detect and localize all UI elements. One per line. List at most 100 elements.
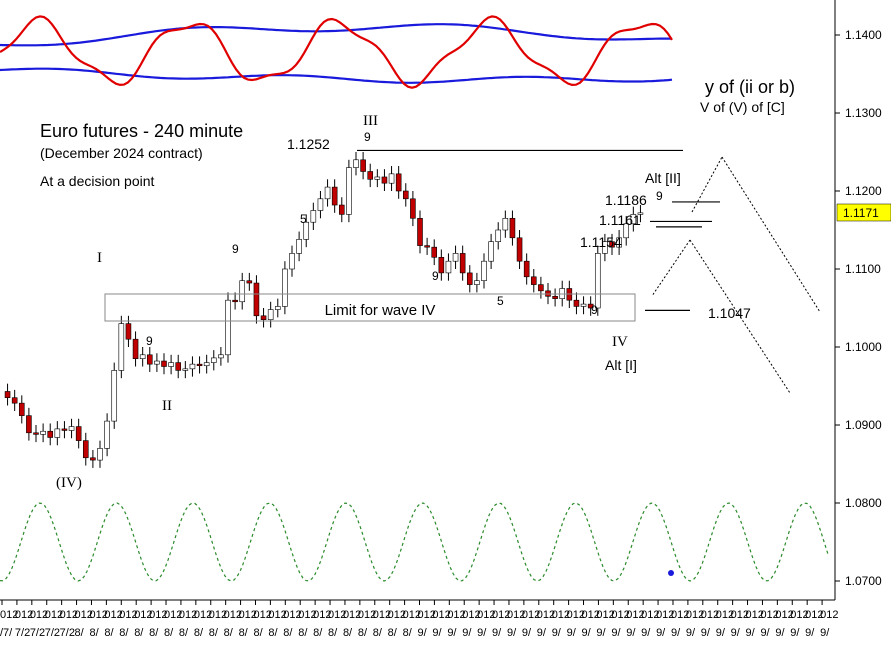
time-tick-label: 8/ [179, 627, 189, 639]
time-tick-label: 9/ [522, 627, 532, 639]
count-label: 5 [497, 294, 504, 308]
candle-body [353, 159, 359, 168]
candle-body [438, 256, 445, 274]
time-axis: 012/7/0127/20127/20127/20127/20128/0128/… [0, 600, 838, 639]
time-tick-label: 012 [775, 609, 793, 621]
time-tick-label: /7/ [0, 627, 13, 639]
candle-body [168, 362, 174, 367]
time-tick-label: 9/ [731, 627, 741, 639]
time-tick-label: 012 [462, 609, 480, 621]
candle-body [623, 223, 630, 239]
cycle-marker-dot [668, 570, 674, 576]
wave-label-paren-iv: (IV) [56, 475, 82, 491]
candle-body [203, 362, 210, 367]
time-tick-label: 9/ [492, 627, 502, 639]
time-tick-label: 9/ [790, 627, 800, 639]
time-tick-label: 7/2 [30, 627, 45, 639]
time-tick-label: 9/ [805, 627, 815, 639]
time-tick-label: 012 [701, 609, 719, 621]
time-tick-label: 9/ [611, 627, 621, 639]
time-tick-label: 012 [75, 609, 93, 621]
time-tick-label: 012 [611, 609, 629, 621]
time-tick-label: 012 [358, 609, 376, 621]
candle-body [47, 430, 54, 438]
candle-body [118, 323, 125, 371]
time-tick-label: 8/ [388, 627, 398, 639]
candle-body [410, 198, 416, 219]
time-tick-label: 8/ [164, 627, 174, 639]
count-label: 5 [300, 212, 307, 226]
time-tick-label: 8/ [75, 627, 85, 639]
candle-body [580, 303, 587, 307]
wave-label-alt-ii: Alt [II] [645, 170, 681, 186]
time-tick-label: 8/ [134, 627, 144, 639]
price-tick-label: 1.1400 [845, 28, 882, 42]
candle-body [381, 176, 388, 184]
time-tick-label: 012 [0, 609, 18, 621]
count-label: 9 [432, 269, 439, 283]
last-price-badge [836, 203, 891, 222]
time-tick-label: 9/ [656, 627, 666, 639]
candle-body [246, 280, 253, 284]
time-tick-label: 9/ [626, 627, 636, 639]
projection-line-down-a [689, 239, 791, 394]
chart-subtitle: (December 2024 contract) [40, 145, 203, 161]
candle-body [68, 426, 75, 431]
time-tick-label: 7/2 [60, 627, 75, 639]
candle-body [360, 159, 366, 172]
price-axis: 1.1400 1.1300 1.1200 1.1100 1.1000 1.0900 1.08… [835, 28, 882, 588]
last-price-text: 1.1171 [843, 206, 879, 220]
time-tick-label: 8/ [268, 627, 278, 639]
count-label: 9 [591, 303, 598, 317]
candle-body [331, 186, 338, 206]
time-tick-label: 012 [671, 609, 689, 621]
time-tick-label: 7/2 [15, 627, 30, 639]
level-label-4: 1.1154 [580, 234, 622, 250]
time-tick-label: 9/ [537, 627, 547, 639]
candle-body [260, 315, 267, 320]
candle-body [367, 171, 374, 180]
candle-body [175, 362, 182, 371]
time-tick-label: 012 [418, 609, 436, 621]
time-tick-label: 8/ [358, 627, 368, 639]
level-label-3: 1.1161 [599, 212, 641, 228]
time-tick-label: 8/ [119, 627, 129, 639]
time-tick-label: 012 [507, 609, 525, 621]
price-tick-label: 1.0800 [845, 496, 882, 510]
time-tick-label: 8/ [224, 627, 234, 639]
limit-box-label: Limit for wave IV [325, 302, 436, 319]
wave-label-i: I [97, 250, 102, 266]
time-tick-label: 012 [403, 609, 421, 621]
candle-body [594, 253, 601, 309]
candle-body [253, 282, 260, 317]
time-tick-label: 012 [716, 609, 734, 621]
candle-body [274, 306, 281, 310]
time-tick-label: 8/ [104, 627, 114, 639]
chart-title: Euro futures - 240 minute [40, 121, 243, 141]
time-tick-label: 9/ [432, 627, 442, 639]
time-tick-label: 8/ [328, 627, 338, 639]
level-label-1: 1.1252 [287, 136, 330, 152]
candle-body [154, 360, 160, 365]
time-tick-label: 012 [268, 609, 286, 621]
candle-body [97, 448, 103, 461]
time-tick-label: 8/ [298, 627, 308, 639]
cycle-line [0, 502, 829, 582]
time-tick-label: 012 [760, 609, 778, 621]
horizontal-levels [357, 149, 720, 311]
time-tick-label: 8/ [373, 627, 383, 639]
candle-body [495, 229, 502, 242]
cycle-sine-line [0, 502, 829, 582]
candle-body [282, 268, 288, 307]
time-tick-label: 9/ [507, 627, 517, 639]
time-tick-label: 8/ [403, 627, 413, 639]
candle-body [424, 245, 430, 248]
price-tick-label: 1.1200 [845, 184, 882, 198]
time-tick-label: 9/ [477, 627, 487, 639]
time-tick-label: 012 [119, 609, 137, 621]
candle-body [630, 214, 637, 225]
candle-body [104, 420, 110, 449]
projection-line-up-b [691, 156, 723, 213]
time-tick-label: 012 [239, 609, 257, 621]
count-label: 9 [364, 130, 371, 144]
